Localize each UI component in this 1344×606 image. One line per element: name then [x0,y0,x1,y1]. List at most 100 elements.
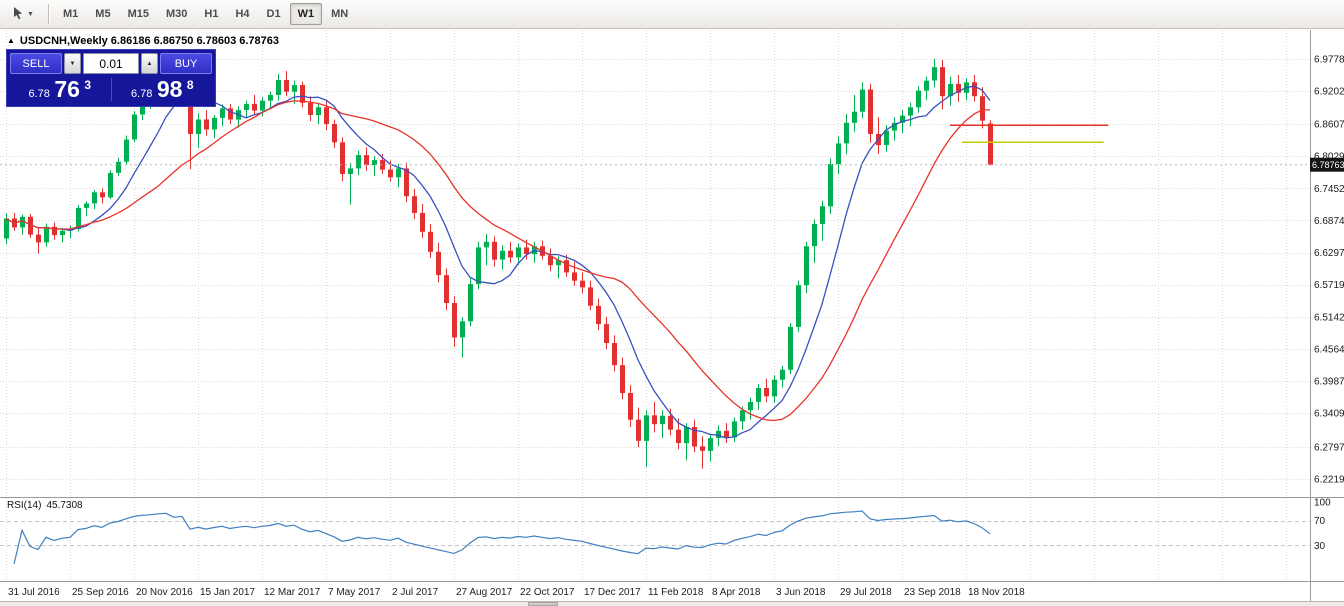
candle-body [340,142,345,174]
candle-body [76,207,81,229]
price-axis-label: 6.68745 [1314,216,1344,227]
buy-price-prefix: 6.78 [130,88,153,100]
candle-body [940,67,945,97]
price-axis-label: 6.86070 [1314,120,1344,131]
candle-body [660,415,665,425]
buy-price[interactable]: 6.78 98 8 [113,78,213,101]
candle-body [724,430,729,438]
current-price-badge [1310,157,1344,172]
timeframe-group: M1 M5 M15 M30 H1 H4 D1 W1 MN [55,3,356,25]
candle-body [868,89,873,134]
candle-body [428,231,433,252]
candle-body [508,250,513,258]
candle-body [668,415,673,430]
date-axis-label: 23 Sep 2018 [904,587,961,598]
candle-body [292,85,297,92]
candle-body [956,83,961,93]
price-axis-label: 6.92020 [1314,87,1344,98]
toolbar-separator [48,4,49,24]
chevron-down-icon: ▼ [27,10,34,18]
candle-body [28,216,33,235]
buy-button[interactable]: BUY [160,53,212,74]
timeframe-button-h4[interactable]: H4 [227,3,257,25]
timeframe-button-h1[interactable]: H1 [196,3,226,25]
candle-body [740,410,745,422]
candle-body [948,83,953,97]
candle-body [836,143,841,164]
buy-price-main: 98 [156,76,183,102]
candle-body [772,379,777,397]
candle-body [516,247,521,258]
timeframe-button-m15[interactable]: M15 [120,3,157,25]
candle-body [692,427,697,447]
lot-increase-button[interactable]: ▲ [141,53,158,74]
price-axis-label: 6.34095 [1314,409,1344,420]
one-click-trading-panel: SELL ▼ ▲ BUY 6.78 76 3 6.78 98 8 [6,49,216,107]
candle-body [388,169,393,178]
timeframe-button-m30[interactable]: M30 [158,3,195,25]
candle-body [420,212,425,232]
date-axis-label: 12 Mar 2017 [264,587,321,598]
candle-body [244,103,249,110]
candle-body [36,234,41,243]
candle-body [852,111,857,123]
candle-body [780,369,785,380]
candle-body [732,421,737,438]
price-axis-label: 6.22195 [1314,475,1344,486]
timeframe-button-m1[interactable]: M1 [55,3,86,25]
grid [0,30,1310,581]
ma-slow-line[interactable] [5,100,990,422]
timeframe-button-mn[interactable]: MN [323,3,356,25]
cursor-tool-button[interactable]: ▼ [4,3,42,25]
candle-body [620,365,625,393]
candle-body [60,230,65,236]
timeframe-button-w1[interactable]: W1 [289,3,323,25]
symbol-ohlc-text: USDCNH,Weekly 6.86186 6.86750 6.78603 6.… [19,35,280,47]
lot-size-input[interactable] [83,53,139,74]
candle-body [892,122,897,131]
candle-body [820,206,825,224]
candle-body [52,226,57,236]
horizontal-scrollbar[interactable] [0,601,1344,606]
price-chart-canvas[interactable]: 6.97789 6.92020 6.86070 6.80295 6.74520 6.687… [0,30,1344,601]
candle-body [588,287,593,306]
chart-window[interactable]: 6.97789 6.92020 6.86070 6.80295 6.74520 6.687… [0,30,1344,601]
date-axis-label: 17 Dec 2017 [584,587,641,598]
rsi-name: RSI(14) [7,500,42,511]
price-axis-label: 6.74520 [1314,184,1344,195]
candle-body [372,160,377,166]
candle-body [444,275,449,303]
rsi-line[interactable] [13,510,991,565]
date-axis-label: 7 May 2017 [328,587,381,598]
candle-body [716,430,721,438]
candle-body [4,218,9,239]
sell-button[interactable]: SELL [10,53,62,74]
date-axis-label: 18 Nov 2018 [968,587,1025,598]
scrollbar-thumb[interactable] [528,602,558,606]
candle-body [132,114,137,140]
candle-body [460,321,465,338]
candle-body [756,388,761,402]
candle-body [44,226,49,243]
timeframe-button-m5[interactable]: M5 [87,3,118,25]
sell-price-prefix: 6.78 [28,88,50,100]
time-scale[interactable] [0,581,1310,601]
price-divider [110,78,112,101]
candle-body [324,107,329,124]
price-scale[interactable] [1310,30,1344,581]
candle-body [524,247,529,255]
date-axis-label: 15 Jan 2017 [200,587,255,598]
ma-fast-line[interactable] [5,85,991,439]
rsi-indicator-label: RSI(14) 45.7308 [7,500,88,511]
lot-decrease-button[interactable]: ▼ [64,53,81,74]
candle-body [204,119,209,130]
candle-body [484,241,489,248]
date-axis-label: 20 Nov 2016 [136,587,193,598]
candle-body [980,96,985,121]
sell-price[interactable]: 6.78 76 3 [10,78,110,101]
trade-panel-toggle-icon[interactable]: ▲ [7,36,15,45]
candle-body [900,115,905,123]
timeframe-button-d1[interactable]: D1 [259,3,289,25]
candle-body [652,415,657,425]
sell-price-main: 76 [54,76,80,102]
